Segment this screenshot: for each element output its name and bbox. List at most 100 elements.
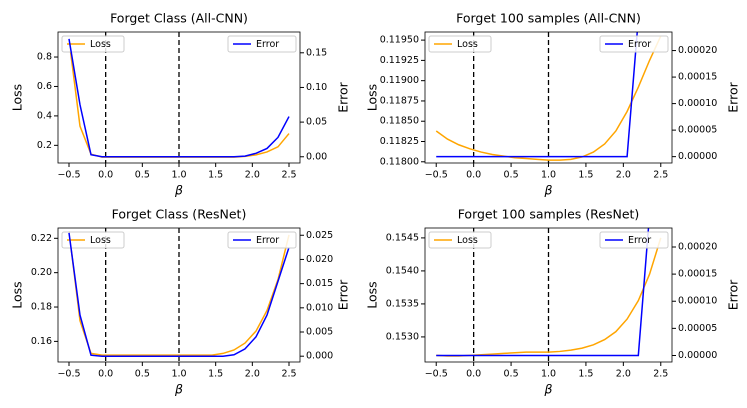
data-line xyxy=(68,38,290,158)
y2-tick-label: 0.00015 xyxy=(678,269,717,280)
x-axis-label: β xyxy=(544,382,553,397)
y2-tick-label: 0.025 xyxy=(306,230,333,241)
data-line xyxy=(68,231,290,356)
y-axis-label: Loss xyxy=(365,281,380,308)
y-tick-label: 0.22 xyxy=(31,233,52,244)
legend-label: Error xyxy=(628,235,651,246)
y2-axis-label: Error xyxy=(726,279,741,310)
x-tick-label: 1.0 xyxy=(171,170,186,181)
y-axis-label: Loss xyxy=(10,281,25,308)
legend-label: Loss xyxy=(457,235,478,246)
y2-tick-label: 0.00010 xyxy=(678,296,717,307)
legend-label: Loss xyxy=(457,39,478,50)
plot-frame xyxy=(424,31,673,164)
x-tick-label: 0.5 xyxy=(135,170,150,181)
y-axis-label: Loss xyxy=(365,84,380,111)
y-tick-label: 0.1540 xyxy=(386,265,419,276)
x-axis-label: β xyxy=(544,183,553,198)
y-tick-label: 0.4 xyxy=(37,110,52,121)
y2-tick-label: 0.00020 xyxy=(678,241,717,252)
y2-tick-label: 0.00015 xyxy=(678,72,717,83)
y-tick-label: 0.16 xyxy=(31,336,52,347)
y2-tick-label: 0.00 xyxy=(306,151,327,162)
y2-tick-label: 0.010 xyxy=(306,302,333,313)
x-tick-label: 2.5 xyxy=(653,369,668,380)
x-tick-label: 1.5 xyxy=(578,170,593,181)
y2-tick-label: 0.00005 xyxy=(678,323,717,334)
subplot-title: Forget Class (All-CNN) xyxy=(110,11,248,26)
x-tick-label: 2.0 xyxy=(245,369,260,380)
x-tick-label: 0.5 xyxy=(504,369,519,380)
y-tick-label: 0.1545 xyxy=(386,232,419,243)
legend-box xyxy=(599,35,669,53)
x-tick-label: 1.0 xyxy=(541,369,556,380)
y2-tick-label: 0.00000 xyxy=(678,350,717,361)
data-line xyxy=(68,232,290,357)
x-tick-label: 0.0 xyxy=(466,369,481,380)
subplot-title: Forget Class (ResNet) xyxy=(112,207,247,222)
x-tick-label: −0.5 xyxy=(57,170,80,181)
y2-tick-label: 0.00020 xyxy=(678,45,717,56)
legend-box xyxy=(428,35,492,53)
y2-axis-label: Error xyxy=(726,81,741,112)
x-tick-label: −0.5 xyxy=(57,369,80,380)
y-tick-label: 0.6 xyxy=(37,81,52,92)
x-tick-label: 2.0 xyxy=(245,170,260,181)
data-line xyxy=(435,35,662,161)
y2-tick-label: 0.15 xyxy=(306,47,327,58)
plot-frame xyxy=(57,227,301,363)
x-tick-label: 1.5 xyxy=(208,369,223,380)
data-line xyxy=(436,228,650,357)
y-axis-label: Loss xyxy=(10,84,25,111)
y-tick-label: 0.11875 xyxy=(380,95,419,106)
x-tick-label: 0.0 xyxy=(98,369,113,380)
x-axis-label: β xyxy=(174,183,183,198)
x-tick-label: 2.5 xyxy=(653,170,668,181)
y2-tick-label: 0.10 xyxy=(306,82,327,93)
x-tick-label: 2.5 xyxy=(281,170,296,181)
legend-label: Loss xyxy=(90,39,111,50)
x-tick-label: 1.0 xyxy=(171,369,186,380)
subplot: Forget Class (ResNet) −0.5 0.0 0.5 1.0 1.5 2.0… xyxy=(10,207,351,397)
x-tick-label: 2.0 xyxy=(616,369,631,380)
y2-tick-label: 0.05 xyxy=(306,117,327,128)
legend-box xyxy=(227,35,297,53)
y-tick-label: 0.1535 xyxy=(386,298,419,309)
x-tick-label: 0.0 xyxy=(98,170,113,181)
y-tick-label: 0.1530 xyxy=(386,331,419,342)
x-tick-label: 0.5 xyxy=(504,170,519,181)
x-tick-label: 1.5 xyxy=(578,369,593,380)
subplot-title: Forget 100 samples (ResNet) xyxy=(458,207,640,222)
subplot: Forget 100 samples (All-CNN) −0.5 0.0 0.5 1.… xyxy=(365,11,741,198)
y-tick-label: 0.11900 xyxy=(380,75,419,86)
y2-tick-label: 0.015 xyxy=(306,278,333,289)
y2-axis-label: Error xyxy=(336,81,351,112)
plot-frame xyxy=(424,227,673,363)
y-tick-label: 0.11950 xyxy=(380,35,419,46)
y-tick-label: 0.11850 xyxy=(380,116,419,127)
y2-tick-label: 0.00000 xyxy=(678,151,717,162)
legend-box xyxy=(599,231,669,249)
x-tick-label: 0.0 xyxy=(466,170,481,181)
legend-box xyxy=(428,231,492,249)
y-tick-label: 0.11825 xyxy=(380,136,419,147)
legend-label: Error xyxy=(256,235,279,246)
legend-label: Error xyxy=(256,39,279,50)
legend-box xyxy=(227,231,297,249)
subplot-title: Forget 100 samples (All-CNN) xyxy=(456,11,641,26)
y2-tick-label: 0.005 xyxy=(306,327,333,338)
y-tick-label: 0.8 xyxy=(37,52,52,63)
y2-tick-label: 0.00005 xyxy=(678,125,717,136)
legend-box xyxy=(61,231,125,249)
y2-tick-label: 0.020 xyxy=(306,254,333,265)
legend-label: Error xyxy=(628,39,651,50)
subplot: Forget Class (All-CNN) −0.5 0.0 0.5 1.0 1.5 2.… xyxy=(10,11,351,198)
y2-tick-label: 0.000 xyxy=(306,351,333,362)
x-tick-label: 2.5 xyxy=(281,369,296,380)
plot-frame xyxy=(57,31,301,164)
x-tick-label: 2.0 xyxy=(616,170,631,181)
x-tick-label: 1.5 xyxy=(208,170,223,181)
subplot: Forget 100 samples (ResNet) −0.5 0.0 0.5 1.0… xyxy=(365,207,741,397)
legend-label: Loss xyxy=(90,235,111,246)
